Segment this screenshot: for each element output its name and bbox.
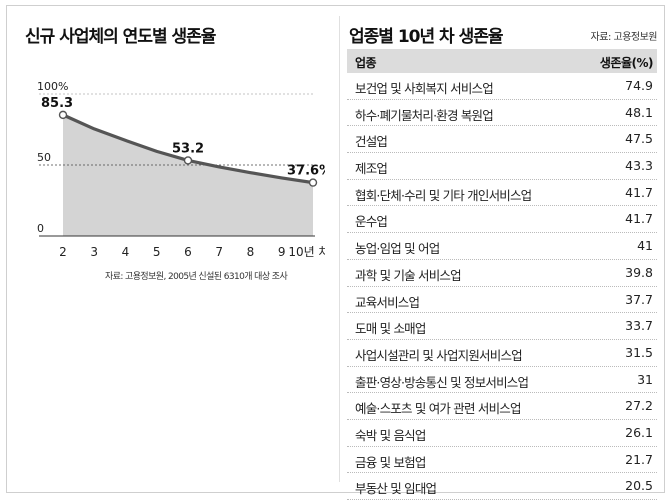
- survival-rate-value: 20.5: [625, 478, 653, 494]
- industry-name: 제조업: [355, 161, 388, 177]
- survival-rate-value: 31.5: [625, 344, 653, 360]
- industry-name: 과학 및 기술 서비스업: [355, 267, 462, 283]
- x-tick-label: 7: [215, 245, 223, 259]
- industry-name: 보건업 및 사회복지 서비스업: [355, 81, 494, 96]
- survival-rate-value: 41.7: [625, 211, 653, 227]
- industry-name: 출판·영상·방송통신 및 정보서비스업: [355, 374, 529, 390]
- industry-name: 하수·폐기물처리·환경 복원업: [355, 107, 494, 123]
- survival-rate-value: 33.7: [625, 318, 653, 334]
- industry-name: 예술·스포츠 및 여가 관련 서비스업: [355, 401, 521, 417]
- x-tick-label: 6: [184, 245, 192, 259]
- table-row: 사업시설관리 및 사업지원서비스업 31.5: [347, 340, 657, 367]
- table-row: 제조업 43.3: [347, 153, 657, 180]
- industry-name: 협회·단체·수리 및 기타 개인서비스업: [355, 187, 532, 203]
- industry-name: 농업·임업 및 어업: [355, 241, 440, 257]
- survival-rate-value: 27.2: [625, 398, 653, 414]
- survival-by-industry-panel: 업종별 10년 차 생존율 자료: 고용정보원 업종 생존율(%) 보건업 및 …: [347, 16, 659, 500]
- table-row: 도매 및 소매업 33.7: [347, 313, 657, 340]
- table-row: 예술·스포츠 및 여가 관련 서비스업 27.2: [347, 393, 657, 420]
- table-row: 협회·단체·수리 및 기타 개인서비스업 41.7: [347, 180, 657, 207]
- table-row: 금융 및 보험업 21.7: [347, 447, 657, 474]
- data-point-marker: [308, 178, 318, 187]
- survival-rate-value: 74.9: [625, 78, 653, 93]
- industry-name: 사업시설관리 및 사업지원서비스업: [355, 347, 523, 363]
- table-row: 보건업 및 사회복지 서비스업 74.9: [347, 73, 657, 100]
- right-panel-source: 자료: 고용정보원: [590, 32, 658, 43]
- table-row: 하수·폐기물처리·환경 복원업 48.1: [347, 100, 657, 127]
- survival-rate-value: 39.8: [625, 264, 653, 280]
- survival-rate-value: 41: [637, 238, 653, 254]
- table-row: 출판·영상·방송통신 및 정보서비스업 31: [347, 367, 657, 394]
- x-tick-label: 9: [278, 245, 286, 259]
- y-tick-label: 50: [37, 151, 51, 164]
- data-point-marker: [183, 156, 193, 165]
- table-row: 교육서비스업 37.7: [347, 287, 657, 314]
- survival-rate-value: 48.1: [625, 104, 653, 120]
- table-row: 운수업 41.7: [347, 206, 657, 234]
- industry-name: 금융 및 보험업: [355, 454, 426, 470]
- left-panel-title: 신규 사업체의 연도별 생존율: [25, 27, 216, 47]
- y-tick-label: 100%: [37, 80, 68, 93]
- industry-name: 숙박 및 음식업: [355, 427, 426, 443]
- survival-rate-value: 21.7: [625, 451, 653, 467]
- survival-rate-value: 43.3: [625, 158, 653, 174]
- right-panel-title: 업종별 10년 차 생존율: [349, 27, 504, 47]
- table-row: 부동산 및 임대업 20.5: [347, 473, 657, 500]
- data-point-label: 85.3: [41, 96, 73, 111]
- data-point-label: 53.2: [172, 141, 204, 156]
- survival-rate-value: 47.5: [625, 131, 653, 147]
- survival-area-fill: [63, 114, 313, 236]
- industry-name: 건설업: [355, 134, 388, 150]
- infographic-frame: 신규 사업체의 연도별 생존율 0 50 100% 85.3 53.2 37.6% 2 3 4 5…: [6, 5, 665, 500]
- survival-rate-value: 41.7: [625, 184, 653, 200]
- table-row: 건설업 47.5: [347, 126, 657, 154]
- industry-name: 운수업: [355, 214, 388, 230]
- table-header: 업종 생존율(%): [347, 49, 657, 73]
- industry-name: 부동산 및 임대업: [355, 481, 437, 497]
- table-body: 보건업 및 사회복지 서비스업 74.9 하수·폐기물처리·환경 복원업 48.1 건설…: [347, 73, 657, 500]
- industry-header: 업종: [355, 56, 377, 70]
- data-point-label: 37.6%: [287, 164, 325, 179]
- data-point-marker: [58, 110, 68, 120]
- table-row: 숙박 및 음식업 26.1: [347, 420, 657, 447]
- table-row: 농업·임업 및 어업 41: [347, 233, 657, 260]
- table-row: 과학 및 기술 서비스업 39.8: [347, 260, 657, 287]
- x-tick-label: 4: [122, 245, 130, 259]
- x-tick-label: 8: [247, 245, 255, 259]
- left-panel-source: 자료: 고용정보원, 2005년 신설된 6310개 대상 조사: [105, 272, 288, 282]
- survival-rate-value: 31: [637, 371, 653, 387]
- industry-name: 도매 및 소매업: [355, 321, 426, 337]
- x-tick-label: 10년 차: [288, 245, 325, 259]
- survival-rate-value: 26.1: [625, 424, 653, 440]
- rate-header: 생존율(%): [599, 56, 654, 70]
- x-tick-label: 2: [59, 245, 67, 259]
- y-tick-label: 0: [37, 222, 44, 235]
- industry-name: 교육서비스업: [355, 294, 420, 310]
- survival-rate-value: 37.7: [625, 291, 653, 307]
- survival-by-year-panel: 신규 사업체의 연도별 생존율 0 50 100% 85.3 53.2 37.6% 2 3 4 5…: [25, 16, 325, 486]
- panel-divider: [339, 16, 340, 482]
- x-tick-label: 3: [90, 245, 98, 259]
- x-tick-label: 5: [153, 245, 161, 259]
